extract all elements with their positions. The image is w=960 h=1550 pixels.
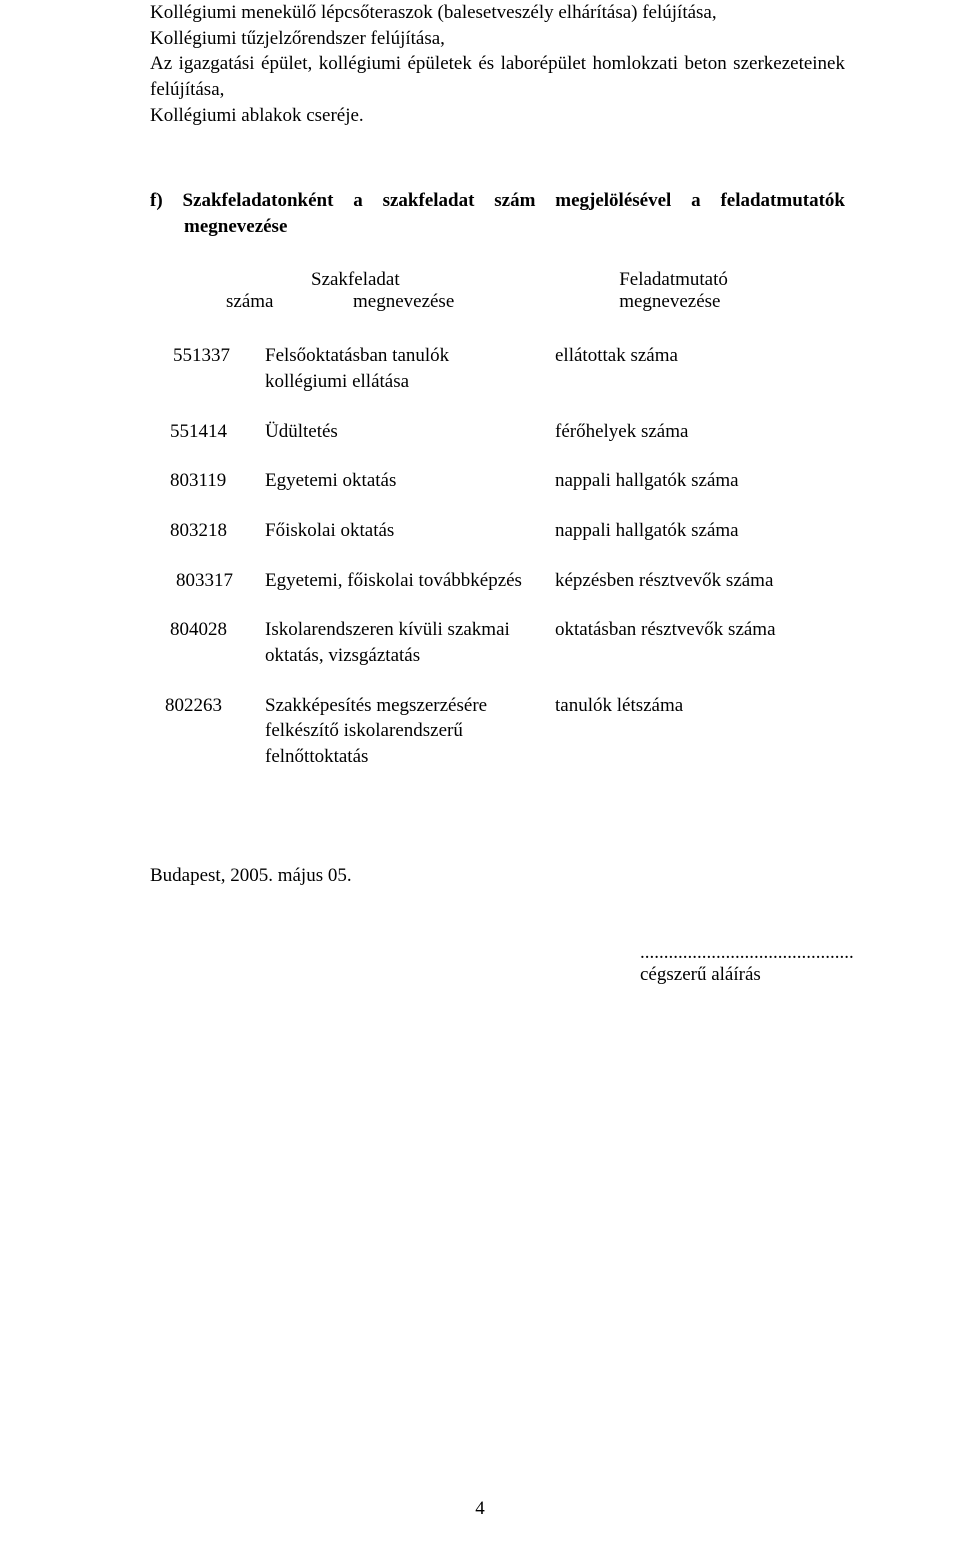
table-row: 804028 Iskolarendszeren kívüli szakmai o… xyxy=(150,617,845,668)
row-code: 802263 xyxy=(150,693,265,770)
signature-block: ........................................… xyxy=(150,942,845,986)
table-row: 551414 Üdültetés férőhelyek száma xyxy=(150,419,845,445)
header-right-line2: megnevezése xyxy=(619,291,845,313)
section-f-heading: f) Szakfeladatonként a szakfeladat szám … xyxy=(150,188,845,239)
table-row: 803218 Főiskolai oktatás nappali hallgat… xyxy=(150,518,845,544)
document-page: Kollégiumi menekülő lépcsőteraszok (bale… xyxy=(0,0,960,1550)
row-code: 804028 xyxy=(150,617,265,668)
table-row: 803317 Egyetemi, főiskolai továbbképzés … xyxy=(150,568,845,594)
table-row: 551337 Felsőoktatásban tanulók kollégium… xyxy=(150,343,845,394)
header-left: Szakfeladat száma megnevezése xyxy=(150,269,539,313)
table-row: 802263 Szakképesítés megszerzésére felké… xyxy=(150,693,845,770)
row-desc: Szakképesítés megszerzésére felkészítő i… xyxy=(265,693,555,770)
table-row: 803119 Egyetemi oktatás nappali hallgató… xyxy=(150,468,845,494)
row-indicator: ellátottak száma xyxy=(555,343,845,394)
row-code: 803119 xyxy=(150,468,265,494)
table-header-row: Szakfeladat száma megnevezése Feladatmut… xyxy=(150,269,845,313)
row-desc: Üdültetés xyxy=(265,419,555,445)
header-left-line1: Szakfeladat xyxy=(226,269,539,291)
row-desc: Egyetemi, főiskolai továbbképzés xyxy=(265,568,555,594)
section-f: f) Szakfeladatonként a szakfeladat szám … xyxy=(150,188,845,239)
intro-paragraph: Kollégiumi menekülő lépcsőteraszok (bale… xyxy=(150,0,845,128)
header-left-megnevezese: megnevezése xyxy=(353,291,454,312)
row-indicator: nappali hallgatók száma xyxy=(555,468,845,494)
signature-label: cégszerű aláírás xyxy=(640,964,845,986)
intro-text: Kollégiumi menekülő lépcsőteraszok (bale… xyxy=(150,2,845,126)
row-indicator: oktatásban résztvevők száma xyxy=(555,617,845,668)
row-indicator: férőhelyek száma xyxy=(555,419,845,445)
signature-dots: ........................................… xyxy=(640,942,845,964)
row-indicator: nappali hallgatók száma xyxy=(555,518,845,544)
closing-line: Budapest, 2005. május 05. xyxy=(150,865,845,887)
header-left-line2: száma megnevezése xyxy=(226,291,539,313)
row-indicator: képzésben résztvevők száma xyxy=(555,568,845,594)
row-code: 551337 xyxy=(150,343,265,394)
header-right-line1: Feladatmutató xyxy=(619,269,845,291)
row-code: 803317 xyxy=(150,568,265,594)
row-desc: Iskolarendszeren kívüli szakmai oktatás,… xyxy=(265,617,555,668)
row-code: 551414 xyxy=(150,419,265,445)
row-desc: Főiskolai oktatás xyxy=(265,518,555,544)
table-wrap: Szakfeladat száma megnevezése Feladatmut… xyxy=(150,269,845,769)
header-right: Feladatmutató megnevezése xyxy=(539,269,845,313)
page-number: 4 xyxy=(0,1498,960,1520)
row-code: 803218 xyxy=(150,518,265,544)
row-desc: Egyetemi oktatás xyxy=(265,468,555,494)
header-left-szama: száma xyxy=(226,291,273,312)
row-indicator: tanulók létszáma xyxy=(555,693,845,770)
row-desc: Felsőoktatásban tanulók kollégiumi ellát… xyxy=(265,343,555,394)
